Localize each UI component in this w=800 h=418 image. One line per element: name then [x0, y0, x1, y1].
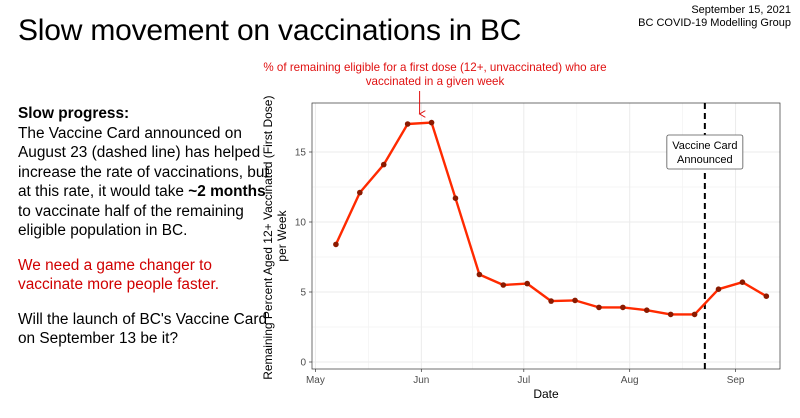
data-point — [333, 241, 339, 248]
x-tick-label: Jul — [517, 375, 530, 386]
chart-top-annotation: % of remaining eligible for a first dose… — [263, 61, 607, 88]
annotation-line-2: Announced — [677, 154, 733, 166]
slide-date: September 15, 2021 — [691, 4, 791, 16]
y-tick-label: 10 — [295, 218, 307, 229]
vline-annotation: Vaccine Card Announced — [666, 134, 744, 170]
organization-name: BC COVID-19 Modelling Group — [638, 17, 791, 29]
data-point — [524, 280, 531, 287]
plot-panel-border — [311, 102, 781, 370]
data-point — [763, 293, 770, 299]
x-axis-title: Date — [533, 387, 559, 401]
y-axis-title-line-1: Remaining Percent Aged 12+ Vaccinated (F… — [261, 96, 275, 380]
paragraph-1-bold: ~2 months — [188, 183, 266, 200]
data-point — [572, 297, 578, 304]
data-point — [476, 271, 483, 278]
data-point — [452, 195, 459, 201]
data-points — [333, 119, 770, 318]
annotation-box — [666, 134, 744, 170]
paragraph-1-text-a: The Vaccine Card announced on August 23 … — [18, 124, 269, 201]
x-tick-label: Jun — [413, 375, 429, 386]
data-point — [596, 304, 602, 311]
data-point — [428, 119, 435, 126]
paragraph-3: Will the launch of BC's Vaccine Card on … — [18, 310, 268, 348]
data-point — [643, 307, 650, 313]
summary-text: Slow progress: The Vaccine Card announce… — [18, 104, 270, 364]
y-axis-title: Remaining Percent Aged 12+ Vaccinated (F… — [261, 92, 289, 380]
header-meta: September 15, 2021 BC COVID-19 Modelling… — [638, 4, 791, 30]
vaccination-line-chart: 0 5 10 15 May Jun Jul Aug Sep Vaccine Card Anno… — [261, 91, 781, 401]
x-tick-label: Sep — [727, 375, 745, 386]
data-point — [404, 121, 411, 127]
paragraph-2: We need a game changer to vaccinate more… — [18, 256, 220, 294]
x-tick-label: May — [306, 375, 325, 386]
data-point — [548, 298, 554, 304]
data-point — [380, 161, 387, 168]
data-point — [715, 286, 722, 292]
y-axis-ticks: 0 5 10 15 — [295, 148, 312, 369]
data-point — [500, 282, 507, 288]
summary-heading: Slow progress: — [18, 105, 130, 122]
x-axis-ticks: May Jun Jul Aug Sep — [306, 369, 745, 386]
data-point — [357, 189, 363, 196]
data-point — [620, 304, 626, 311]
y-tick-label: 5 — [300, 288, 306, 299]
data-point — [691, 311, 698, 318]
paragraph-1: Slow progress: The Vaccine Card announce… — [18, 104, 270, 241]
annotation-line-1: Vaccine Card — [672, 140, 737, 152]
paragraph-1-text-b: to vaccinate half of the remaining eligi… — [18, 202, 244, 240]
slide-title: Slow movement on vaccinations in BC — [18, 14, 522, 47]
data-point — [739, 279, 746, 285]
x-tick-label: Aug — [621, 375, 639, 386]
y-tick-label: 0 — [300, 358, 306, 369]
data-point — [667, 311, 674, 318]
y-axis-title-line-2: per Week — [275, 209, 289, 261]
y-tick-label: 15 — [295, 148, 307, 159]
